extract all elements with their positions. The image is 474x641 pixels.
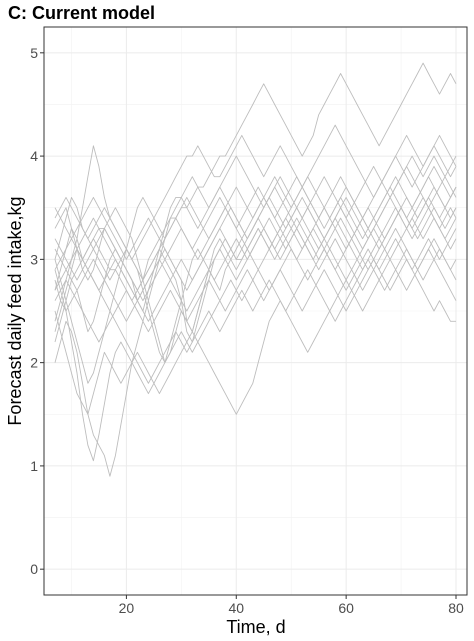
y-tick-label: 4: [30, 148, 38, 164]
series-line: [54, 258, 456, 343]
y-tick-label: 0: [30, 561, 38, 577]
series-line: [54, 145, 457, 281]
x-axis: 20 40 60 80: [119, 595, 464, 616]
y-tick-label: 5: [30, 45, 38, 61]
series-line: [54, 62, 457, 302]
series-line: [54, 227, 457, 322]
series-line: [54, 238, 457, 384]
x-tick-label: 40: [228, 600, 244, 616]
y-axis-title: Forecast daily feed intake,kg: [5, 196, 25, 425]
series-line: [54, 176, 457, 384]
x-axis-title: Time, d: [226, 617, 285, 637]
x-tick-label: 80: [448, 600, 464, 616]
y-tick-label: 1: [30, 458, 38, 474]
y-axis: 0 1 2 3 4 5: [30, 45, 44, 577]
y-tick-label: 3: [30, 251, 38, 267]
chart-title: C: Current model: [8, 3, 156, 23]
x-tick-label: 60: [338, 600, 354, 616]
series-lines: [54, 62, 457, 477]
series-line: [54, 238, 457, 415]
x-tick-label: 20: [119, 600, 135, 616]
series-line: [54, 207, 457, 322]
plot-border: [43, 26, 468, 596]
y-tick-label: 2: [30, 355, 38, 371]
series-line: [54, 228, 457, 477]
